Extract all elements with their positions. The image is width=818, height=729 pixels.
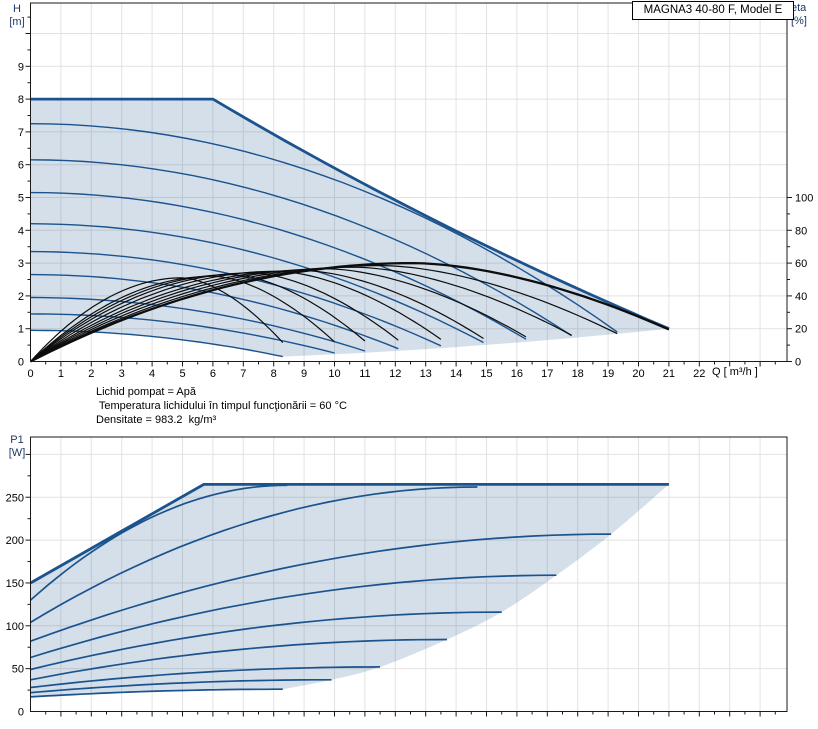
speed-curve xyxy=(30,296,366,352)
eta-tick-label: 60 xyxy=(795,258,807,270)
chart-frame xyxy=(30,2,788,362)
x-tick-label: 7 xyxy=(240,368,246,380)
x-tick-label: 18 xyxy=(572,368,584,380)
x-tick-label: 6 xyxy=(210,368,216,380)
eta-axis-title-line1: eta xyxy=(791,2,807,14)
power-curve xyxy=(30,611,502,671)
eta-tick-label: 20 xyxy=(795,324,807,336)
hq-eta-chart-canvas: 0 1 2 3 4 5 6 7 8 9 10 11 12 13 14 15 16 17 18 19 20 21 220123… xyxy=(18,2,813,380)
x-tick-label: 12 xyxy=(389,368,401,380)
x-tick-label: 10 xyxy=(328,368,340,380)
h-tick-label: 0 xyxy=(18,357,24,369)
p1-axis-title: P1 [W] xyxy=(4,434,30,460)
eta-tick-label: 80 xyxy=(795,225,807,237)
efficiency-curve-max xyxy=(29,261,670,363)
p-tick-label: 250 xyxy=(6,492,24,504)
p-tick-label: 100 xyxy=(6,621,24,633)
q-axis-label: Q [ m³/h ] xyxy=(712,366,758,378)
x-tick-label: 20 xyxy=(632,368,644,380)
eta-tick-label: 100 xyxy=(795,193,813,205)
p1-chart-canvas: 0 50 100 150 200 250 xyxy=(6,436,788,719)
speed-curve xyxy=(30,123,618,333)
speed-curve xyxy=(30,273,399,350)
h-tick-label: 3 xyxy=(18,258,24,270)
x-tick-label: 19 xyxy=(602,368,614,380)
h-axis-title-line2: [m] xyxy=(9,16,25,28)
x-tick-label: 22 xyxy=(693,368,705,380)
eta-axis-title-line2: [%] xyxy=(791,15,807,27)
efficiency-curve xyxy=(30,275,335,362)
chart-frame xyxy=(30,436,788,712)
power-curve xyxy=(30,678,332,694)
info-temperature: Temperatura lichidului în timpul funcţio… xyxy=(96,400,347,412)
eta-tick-label: 40 xyxy=(795,291,807,303)
x-tick-label: 3 xyxy=(119,368,125,380)
operating-area-fill xyxy=(30,484,669,697)
h-axis-title-line1: H xyxy=(13,3,21,15)
h-tick-label: 6 xyxy=(18,160,24,172)
h-tick-label: 5 xyxy=(18,193,24,205)
x-tick-label: 15 xyxy=(480,368,492,380)
info-density: Densitate = 983.2 kg/m³ xyxy=(96,414,217,426)
max-power-curve xyxy=(29,483,669,585)
p-tick-label: 50 xyxy=(12,664,24,676)
speed-curve xyxy=(30,159,572,337)
h-tick-label: 9 xyxy=(18,61,24,73)
x-tick-label: 13 xyxy=(420,368,432,380)
p-tick-label: 200 xyxy=(6,535,24,547)
x-tick-label: 14 xyxy=(450,368,462,380)
max-speed-curve xyxy=(30,97,670,330)
x-tick-label: 0 xyxy=(27,368,33,380)
h-tick-label: 8 xyxy=(18,94,24,106)
x-tick-label: 2 xyxy=(88,368,94,380)
power-curve xyxy=(30,533,612,642)
power-curve xyxy=(30,574,557,659)
eta-axis-title: eta [%] xyxy=(791,2,817,28)
x-tick-label: 1 xyxy=(58,368,64,380)
x-tick-label: 8 xyxy=(271,368,277,380)
x-tick-label: 4 xyxy=(149,368,155,380)
eta-tick-label: 0 xyxy=(795,357,801,369)
liquid-info-block: Lichid pompat = Apă Temperatura lichidul… xyxy=(96,385,347,427)
h-tick-label: 7 xyxy=(18,127,24,139)
p-tick-label: 150 xyxy=(6,578,24,590)
info-liquid: Lichid pompat = Apă xyxy=(96,386,196,398)
efficiency-curve xyxy=(30,277,284,362)
power-curve xyxy=(30,486,478,624)
power-curve xyxy=(29,484,288,601)
x-tick-label: 16 xyxy=(511,368,523,380)
pump-model-title: MAGNA3 40-80 F, Model E xyxy=(632,1,794,20)
h-tick-label: 1 xyxy=(18,324,24,336)
h-tick-label: 2 xyxy=(18,291,24,303)
x-tick-label: 9 xyxy=(301,368,307,380)
speed-curve xyxy=(30,191,527,340)
p1-axis-title-line2: [W] xyxy=(8,447,26,459)
p-tick-label: 0 xyxy=(18,707,24,719)
h-tick-label: 4 xyxy=(18,225,24,237)
x-tick-label: 17 xyxy=(541,368,553,380)
x-tick-label: 21 xyxy=(663,368,675,380)
speed-curve xyxy=(30,223,484,344)
p1-axis-title-line1: P1 xyxy=(10,434,24,446)
x-tick-label: 11 xyxy=(359,368,370,380)
h-axis-title: H [m] xyxy=(4,3,30,29)
power-curve xyxy=(30,666,381,689)
x-tick-label: 5 xyxy=(179,368,185,380)
power-curve xyxy=(30,638,448,681)
power-curve xyxy=(30,688,283,698)
